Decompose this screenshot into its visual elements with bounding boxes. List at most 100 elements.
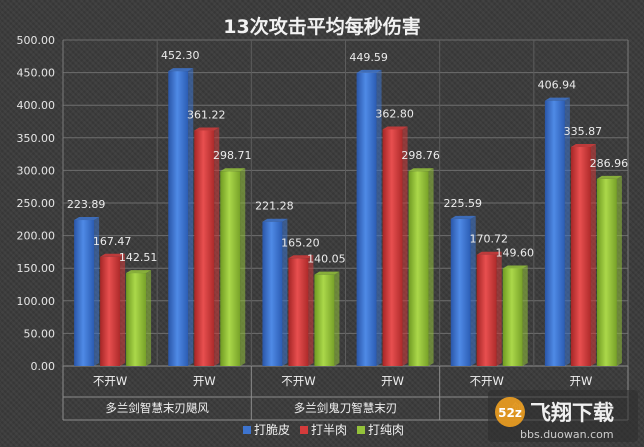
legend-label: 打纯肉 [368,423,404,437]
gridlines [62,39,629,367]
data-label: 223.89 [67,198,106,211]
data-label: 225.59 [444,197,483,210]
data-label: 149.60 [496,246,535,259]
bar-top [262,218,288,222]
bar [100,256,121,366]
y-tick-label: 450.00 [17,67,56,80]
bar-side [616,175,622,366]
watermark-url: bbs.duowan.com [520,428,614,441]
svg-text:52z: 52z [498,406,522,420]
bar [194,130,215,366]
bar [288,258,309,366]
bar-side [496,251,502,366]
bar-top [168,68,194,72]
data-label: 140.05 [307,253,346,266]
bar-top [288,255,314,259]
bar [596,178,617,366]
bar-top [126,270,152,274]
x-tick-label: 不开W [281,374,315,388]
bar [314,274,335,366]
data-label: 361.22 [187,108,226,121]
bar-side [188,68,194,366]
bar [570,147,591,366]
bar [502,268,523,366]
bar [382,129,403,366]
x-group-label: 多兰剑智慧末刃飓风 [105,401,209,415]
legend-swatch [300,426,308,434]
bar-top [74,217,100,221]
watermark-backdrop [488,390,638,442]
bar-top [194,127,220,131]
bar [126,273,147,366]
bar-side [564,97,570,367]
y-tick-label: 350.00 [17,132,56,145]
bar-top [596,175,622,179]
bar-side [470,215,476,366]
bar [408,171,429,366]
data-label: 165.20 [281,236,320,249]
y-tick-label: 250.00 [17,197,56,210]
bar-top [570,144,596,148]
bar [356,72,377,367]
y-tick-label: 50.00 [24,327,56,340]
legend-label: 打脆皮 [254,422,290,437]
bar-side [376,69,382,367]
data-label: 142.51 [119,251,158,264]
y-tick-label: 100.00 [17,295,56,308]
y-axis: 0.00 50.00 100.00 150.00 200.00 250.00 300.00 3… [17,34,56,373]
data-label: 362.80 [375,107,414,120]
data-label: 449.59 [349,51,388,64]
bar-top [502,265,528,269]
bar-side [428,168,434,366]
bar [544,100,565,367]
x-group-label: 多兰剑鬼刀智慧末刃 [294,401,398,415]
bar-top [220,168,246,172]
bar [262,221,283,366]
data-label: 298.71 [213,149,252,162]
y-tick-label: 400.00 [17,99,56,112]
x-tick-label: 开W [569,374,592,388]
data-label: 221.28 [255,200,294,213]
bar-side [146,270,152,366]
data-label: 452.30 [161,49,200,62]
bar-side [308,255,314,366]
data-label: 406.94 [538,79,577,92]
data-label: 167.47 [93,235,132,248]
bar-side [214,127,220,366]
bar-side [94,217,100,366]
x-tick-label: 不开W [470,374,504,388]
watermark-logo-text: 飞翔下载 [530,401,614,425]
legend-swatch [243,426,251,434]
bar-side [590,144,596,366]
x-tick-label: 不开W [93,374,127,388]
bar [220,171,241,366]
legend-swatch [357,426,365,434]
x-tick-label: 开W [381,374,404,388]
bar-top [314,271,340,275]
data-label: 335.87 [564,125,603,138]
bar [476,254,497,366]
bar [450,218,471,366]
legend: 打脆皮 打半肉 打纯肉 [243,422,404,437]
watermark: 52z 飞翔下载 bbs.duowan.com [488,390,638,442]
watermark-logo: 52z [495,397,525,427]
y-tick-label: 200.00 [17,230,56,243]
y-tick-label: 150.00 [17,262,56,275]
bar-top [408,168,434,172]
bar-side [402,126,408,366]
bar-top [544,97,570,101]
bar-side [522,265,528,366]
bar-top [382,126,408,130]
bar-side [282,218,288,366]
data-label: 298.76 [401,149,440,162]
bars [74,68,622,367]
y-tick-label: 300.00 [17,164,56,177]
bar-side [120,253,126,366]
data-label: 286.96 [590,157,629,170]
bar-top [450,215,476,219]
bar-top [100,253,126,257]
bar-side [240,168,246,366]
bar [74,220,95,366]
bar-top [356,69,382,73]
